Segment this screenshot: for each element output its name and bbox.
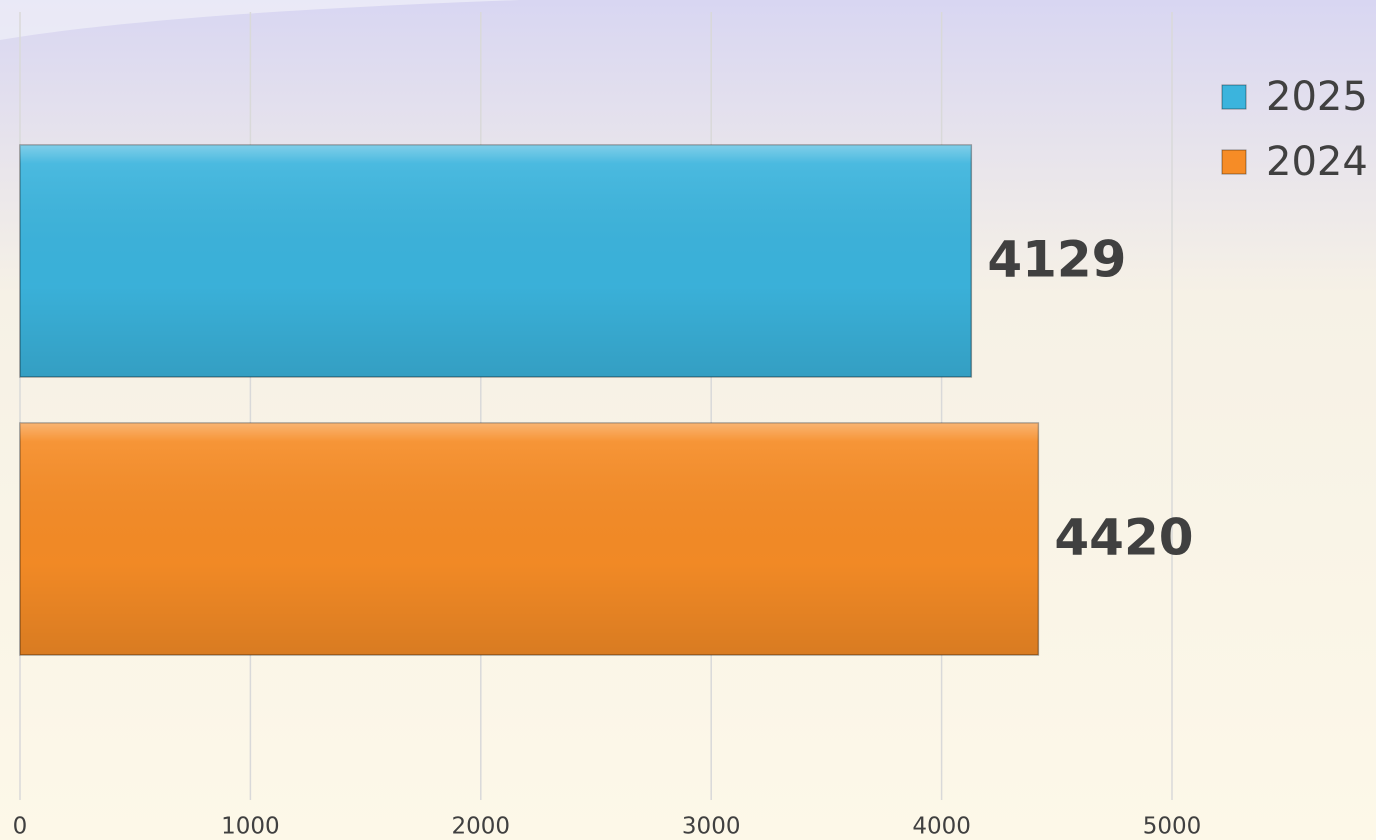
- x-tick-label: 5000: [1143, 814, 1202, 840]
- x-tick-label: 3000: [682, 814, 741, 840]
- legend-swatch: [1221, 84, 1247, 110]
- legend-swatch: [1221, 149, 1247, 175]
- bar-shine: [20, 423, 1039, 655]
- legend-label: 2024: [1266, 139, 1368, 185]
- x-tick-label: 4000: [912, 814, 971, 840]
- x-tick-label: 1000: [221, 814, 280, 840]
- bar-shine: [20, 145, 972, 377]
- x-tick-label: 0: [13, 814, 28, 840]
- data-label: 4129: [987, 231, 1126, 289]
- data-label: 4420: [1054, 509, 1193, 567]
- background-swoosh: [0, 0, 520, 40]
- x-tick-label: 2000: [452, 814, 511, 840]
- legend-label: 2025: [1266, 74, 1368, 120]
